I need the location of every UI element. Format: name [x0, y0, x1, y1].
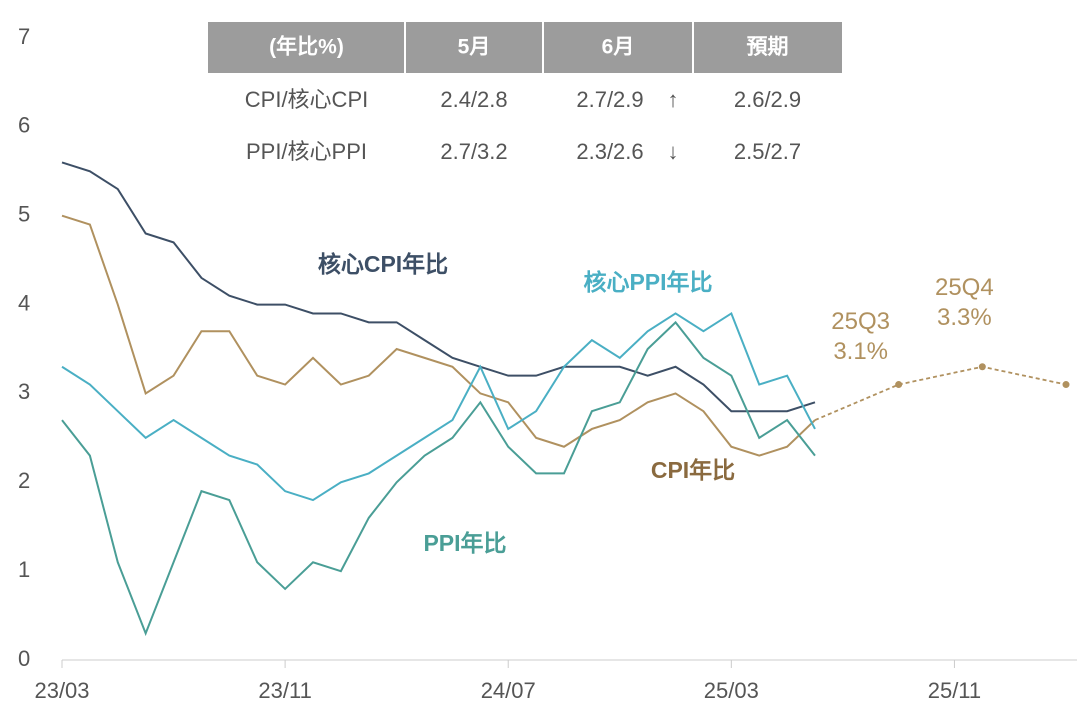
table-header: (年比%) — [269, 35, 344, 59]
table-arrow: ↓ — [668, 139, 679, 164]
table-cell: 2.4/2.8 — [440, 87, 507, 112]
x-tick-label: 25/11 — [928, 678, 981, 703]
series-label: 核心CPI年比 — [318, 251, 448, 277]
x-tick-label: 24/07 — [481, 678, 536, 703]
series-label: CPI年比 — [651, 457, 735, 483]
forecast-value-label: 3.3% — [937, 304, 992, 331]
series-label: 核心PPI年比 — [583, 269, 712, 295]
y-tick-label: 0 — [18, 646, 30, 671]
forecast-point — [978, 363, 986, 371]
x-tick-label: 25/03 — [704, 678, 759, 703]
table-cell: 2.7/3.2 — [440, 139, 507, 164]
y-tick-label: 3 — [18, 379, 30, 404]
series-line — [61, 214, 816, 457]
table-cell: 2.5/2.7 — [734, 139, 801, 164]
series-line — [61, 320, 816, 637]
y-tick-label: 7 — [18, 24, 30, 49]
table-cell: CPI/核心CPI — [245, 87, 368, 112]
table-cell: PPI/核心PPI — [246, 139, 367, 164]
y-tick-label: 6 — [18, 113, 30, 138]
table-header-bg — [208, 22, 842, 73]
forecast-point — [895, 381, 903, 389]
table-arrow: ↑ — [668, 87, 679, 112]
table-header: 預期 — [747, 36, 789, 59]
forecast-value-label: 3.1% — [833, 338, 888, 365]
x-tick-label: 23/03 — [34, 678, 89, 703]
y-tick-label: 5 — [18, 202, 30, 227]
y-tick-label: 2 — [18, 468, 30, 493]
table-header: 5月 — [458, 36, 491, 59]
forecast-line — [814, 365, 1067, 421]
x-tick-label: 23/11 — [258, 678, 311, 703]
table-cell: 2.6/2.9 — [734, 87, 801, 112]
forecast-point — [1062, 381, 1070, 389]
y-tick-label: 4 — [18, 290, 30, 315]
table-header: 6月 — [602, 36, 635, 59]
forecast-label: 25Q3 — [831, 308, 890, 335]
series-line — [61, 161, 816, 413]
table-cell: 2.3/2.6 — [576, 139, 643, 164]
y-tick-label: 1 — [18, 557, 30, 582]
series-line — [61, 311, 816, 502]
series-label: PPI年比 — [423, 530, 506, 556]
table-cell: 2.7/2.9 — [576, 87, 643, 112]
forecast-label: 25Q4 — [935, 274, 994, 301]
